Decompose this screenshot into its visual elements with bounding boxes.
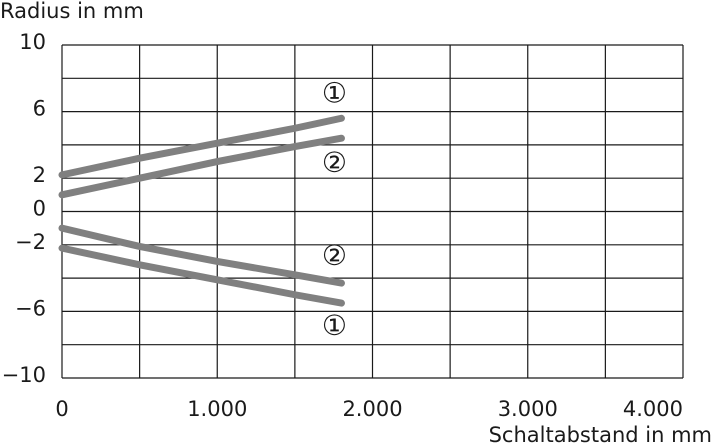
- series-label: ②: [322, 146, 347, 179]
- y-tick-label: −6: [15, 296, 46, 320]
- data-line: [58, 134, 345, 199]
- data-line: [58, 244, 345, 307]
- series-label: ①: [322, 309, 347, 342]
- y-tick-label: 10: [19, 30, 46, 54]
- y-tick-label: 2: [33, 163, 46, 187]
- x-tick-label: 4.000: [623, 397, 683, 421]
- x-tick-label: 1.000: [187, 397, 247, 421]
- x-tick-label: 0: [55, 397, 68, 421]
- y-tick-label: 0: [33, 197, 46, 221]
- x-axis-title: Schaltabstand in mm: [489, 423, 712, 446]
- x-tick-label: 2.000: [342, 397, 402, 421]
- x-tick-label: 3.000: [498, 397, 558, 421]
- series-label: ①: [322, 76, 347, 109]
- data-line: [58, 224, 345, 287]
- series-label: ②: [322, 239, 347, 272]
- data-line: [58, 114, 345, 179]
- y-axis-title: Radius in mm: [0, 0, 144, 23]
- y-tick-label: −2: [15, 230, 46, 254]
- y-tick-label: 6: [33, 97, 46, 121]
- y-tick-label: −10: [2, 363, 46, 387]
